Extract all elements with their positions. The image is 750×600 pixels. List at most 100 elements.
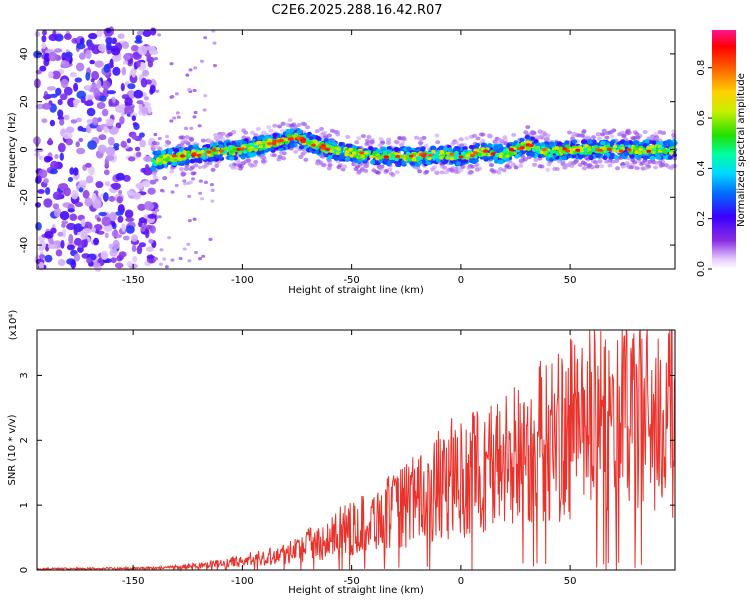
- ridge-core: [348, 147, 353, 152]
- noise-blob: [115, 122, 122, 129]
- noise-blob: [48, 137, 53, 146]
- noise-blob: [118, 251, 127, 258]
- ridge-core: [253, 144, 259, 149]
- noise-blob: [140, 224, 148, 230]
- noise-blob: [136, 60, 141, 68]
- noise-blob: [146, 254, 154, 260]
- noise-speck: [192, 115, 197, 119]
- noise-blob: [93, 224, 103, 231]
- ridge-band: [376, 149, 382, 154]
- noise-blob: [101, 216, 112, 227]
- noise-blob: [133, 89, 144, 99]
- ridge-core: [329, 149, 334, 153]
- ridge-halo: [296, 123, 302, 127]
- noise-blob: [108, 243, 113, 250]
- ridge-core: [390, 153, 396, 158]
- noise-blob: [132, 255, 138, 263]
- ridge-halo: [604, 135, 610, 140]
- noise-blob: [147, 213, 157, 219]
- noise-blob: [61, 223, 66, 228]
- ridge-halo: [654, 135, 660, 140]
- noise-speck: [169, 62, 174, 66]
- ridge-core: [508, 150, 514, 155]
- ridge-peak: [325, 147, 330, 152]
- ridge-core: [229, 149, 235, 154]
- ridge-halo: [594, 164, 600, 169]
- ridge-halo: [513, 165, 519, 170]
- ridge-peak: [541, 148, 547, 152]
- ridge-band: [339, 152, 345, 158]
- noise-blob: [92, 199, 102, 210]
- ridge-core: [554, 146, 559, 150]
- ridge-halo: [178, 135, 184, 140]
- ridge-band: [571, 153, 577, 159]
- ridge-halo: [272, 123, 278, 128]
- chart-title: C2E6.2025.288.16.42.R07: [271, 3, 442, 18]
- noise-blob: [66, 244, 75, 251]
- ridge-core: [349, 154, 354, 158]
- noise-speck: [199, 59, 204, 63]
- ridge-peak: [606, 147, 612, 151]
- noise-speck: [200, 197, 205, 201]
- noise-speck: [192, 88, 197, 93]
- noise-blob: [52, 203, 60, 210]
- ridge-band: [602, 155, 608, 160]
- ridge-halo: [584, 156, 590, 161]
- ridge-core: [552, 149, 557, 154]
- ridge-halo: [365, 138, 370, 143]
- ridge-core: [258, 144, 263, 149]
- ridge-band: [548, 141, 555, 146]
- ridge-halo: [585, 135, 591, 140]
- ridge-halo: [566, 163, 572, 167]
- ridge-halo: [356, 170, 362, 175]
- noise-speck: [153, 132, 158, 137]
- ridge-halo: [608, 129, 614, 134]
- ridge-halo: [387, 167, 393, 172]
- noise-speck: [154, 57, 158, 61]
- ridge-core: [468, 151, 473, 155]
- ridge-halo: [329, 128, 335, 133]
- noise-speck: [165, 134, 169, 139]
- ridge-halo: [541, 130, 547, 135]
- noise-speck: [169, 95, 174, 99]
- ridge-core: [169, 158, 174, 162]
- ridge-halo: [213, 133, 219, 137]
- ridge-core: [267, 138, 272, 142]
- ridge-band: [190, 159, 196, 164]
- ridge-halo: [319, 126, 324, 131]
- ridge-band: [656, 155, 662, 160]
- ridge-halo: [280, 121, 286, 126]
- noise-blob: [85, 162, 92, 168]
- noise-speck: [187, 259, 192, 263]
- ridge-halo: [366, 134, 372, 139]
- noise-blob: [49, 119, 56, 127]
- snr-plot-area: [37, 330, 675, 570]
- ridge-peak: [383, 155, 389, 159]
- noise-blob: [67, 208, 75, 213]
- ridge-band: [664, 140, 670, 145]
- noise-blob: [81, 239, 87, 249]
- colorbar-ticks: 0.0 0.2 0.4 0.6 0.8: [696, 60, 712, 277]
- noise-speck: [209, 183, 214, 187]
- noise-blob: [80, 231, 88, 240]
- ridge-halo: [287, 118, 293, 123]
- ridge-halo: [356, 136, 362, 141]
- noise-blob: [91, 70, 100, 81]
- ridge-halo: [468, 170, 474, 175]
- ridge-halo: [533, 157, 539, 162]
- noise-speck: [157, 215, 162, 219]
- noise-blob: [57, 99, 63, 106]
- noise-blob: [131, 69, 136, 78]
- ridge-core: [336, 147, 341, 151]
- noise-blob: [60, 239, 65, 249]
- noise-blob: [99, 95, 107, 102]
- noise-blob: [49, 93, 58, 98]
- ridge-band: [345, 143, 351, 148]
- noise-blob: [46, 156, 53, 162]
- ridge-halo: [393, 139, 399, 144]
- ridge-halo: [303, 157, 309, 162]
- noise-blob: [82, 189, 90, 199]
- ridge-halo: [567, 130, 572, 135]
- ridge-halo: [501, 168, 507, 173]
- noise-speck: [169, 119, 174, 123]
